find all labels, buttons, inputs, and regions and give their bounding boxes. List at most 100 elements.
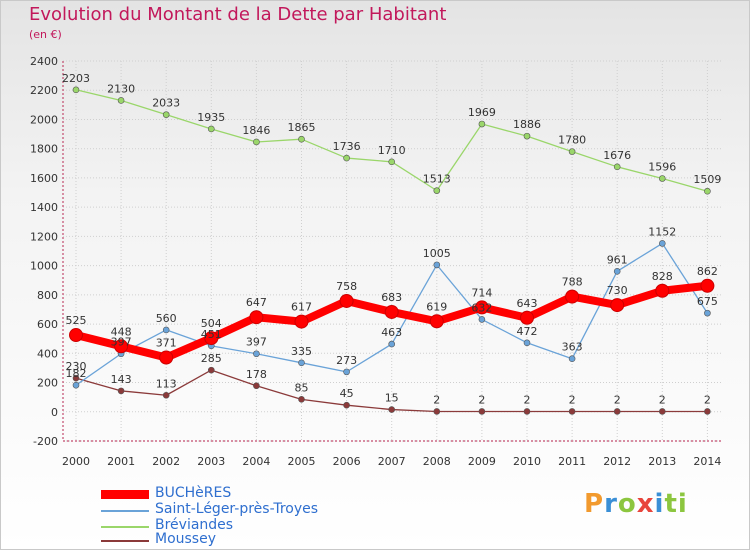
series-2-data-label: 1846 xyxy=(242,124,270,137)
series-0-data-label: 683 xyxy=(381,291,402,304)
series-0-point xyxy=(429,314,444,329)
series-2-point xyxy=(658,175,666,182)
x-tick-label: 2008 xyxy=(423,455,451,468)
series-2-point xyxy=(162,111,170,118)
series-2-data-label: 1935 xyxy=(197,111,225,124)
legend-label-bucheres: BUCHèRES xyxy=(155,485,232,501)
x-tick-label: 2005 xyxy=(288,455,316,468)
series-2-data-label: 1509 xyxy=(693,173,721,186)
series-3-point xyxy=(343,401,350,409)
series-2-point xyxy=(613,163,621,171)
series-1-point xyxy=(343,368,350,376)
series-0-data-label: 617 xyxy=(291,301,312,314)
series-0-data-label: 714 xyxy=(471,286,492,299)
series-0-point xyxy=(249,310,264,325)
series-0-data-label: 504 xyxy=(201,317,222,330)
series-3-data-label: 143 xyxy=(111,373,132,386)
series-1-data-label: 273 xyxy=(336,354,357,367)
series-0-data-label: 862 xyxy=(697,265,718,278)
series-2-point xyxy=(388,158,396,166)
series-1-data-label: 1005 xyxy=(423,247,451,260)
x-tick-label: 2000 xyxy=(62,455,90,468)
y-tick-label: 1600 xyxy=(30,172,58,185)
series-3-point xyxy=(208,366,215,374)
series-2-data-label: 1969 xyxy=(468,106,496,119)
series-0-point xyxy=(204,331,219,346)
series-3-data-label: 230 xyxy=(66,360,87,373)
series-0-point xyxy=(474,300,489,315)
series-1-point xyxy=(253,350,260,358)
series-0-point xyxy=(384,304,399,319)
series-1-data-label: 472 xyxy=(517,325,538,338)
series-1-point xyxy=(298,359,305,367)
series-1-data-label: 335 xyxy=(291,345,312,358)
x-tick-label: 2001 xyxy=(107,455,135,468)
series-0-point xyxy=(700,278,715,293)
series-0-data-label: 647 xyxy=(246,296,267,309)
series-2-data-label: 1736 xyxy=(333,140,361,153)
y-tick-label: 2200 xyxy=(30,84,58,97)
series-2-point xyxy=(253,138,260,146)
series-3-point xyxy=(568,408,576,415)
series-0-data-label: 371 xyxy=(156,337,177,350)
legend-swatch-breviandes xyxy=(101,526,149,528)
series-1-point xyxy=(162,326,170,334)
series-1-point xyxy=(568,355,576,363)
y-tick-label: 1800 xyxy=(30,143,58,156)
series-1-point xyxy=(658,240,666,247)
y-tick-label: 1400 xyxy=(30,201,58,214)
series-3-data-label: 15 xyxy=(385,392,399,405)
series-2-data-label: 1676 xyxy=(603,149,631,162)
x-tick-label: 2009 xyxy=(468,455,496,468)
series-2-point xyxy=(208,125,215,133)
series-2-data-label: 1596 xyxy=(648,161,676,174)
series-3-data-label: 2 xyxy=(704,393,711,406)
series-3-point xyxy=(253,382,260,390)
x-tick-label: 2002 xyxy=(152,455,180,468)
y-tick-label: 800 xyxy=(37,289,58,302)
series-1-data-label: 363 xyxy=(562,341,583,354)
legend-swatch-bucheres xyxy=(101,490,149,499)
series-3-point xyxy=(298,396,305,403)
series-3-data-label: 2 xyxy=(524,393,531,406)
proxiti-logo: Proxiti xyxy=(584,489,688,519)
x-tick-label: 2004 xyxy=(242,455,270,468)
series-3-data-label: 2 xyxy=(614,393,621,406)
series-0-data-label: 619 xyxy=(426,300,447,313)
x-tick-label: 2010 xyxy=(513,455,541,468)
series-3-data-label: 285 xyxy=(201,352,222,365)
series-3-point xyxy=(388,406,396,413)
x-tick-label: 2012 xyxy=(603,455,631,468)
chart-title: Evolution du Montant de la Dette par Hab… xyxy=(29,4,447,25)
series-1-point xyxy=(72,381,80,389)
x-tick-label: 2007 xyxy=(378,455,406,468)
legend-swatch-moussey xyxy=(101,540,149,542)
series-3-data-label: 45 xyxy=(340,387,354,400)
series-1-data-label: 675 xyxy=(697,295,718,308)
y-tick-label: 2000 xyxy=(30,113,58,126)
chart-unit: (en €) xyxy=(29,28,62,41)
series-2-point xyxy=(298,135,305,143)
x-tick-label: 2014 xyxy=(693,455,721,468)
series-2-data-label: 1865 xyxy=(288,121,316,134)
series-3-data-label: 2 xyxy=(478,393,485,406)
series-0-data-label: 788 xyxy=(562,276,583,289)
legend-label-moussey: Moussey xyxy=(155,531,217,547)
series-1-data-label: 397 xyxy=(111,336,132,349)
y-tick-label: -200 xyxy=(33,435,58,448)
y-tick-label: 400 xyxy=(37,347,58,360)
series-1-point xyxy=(704,309,711,317)
series-1-data-label: 397 xyxy=(246,336,267,349)
legend-swatch-saint-leger xyxy=(101,510,149,512)
series-3-data-label: 2 xyxy=(433,393,440,406)
y-tick-label: 1200 xyxy=(30,230,58,243)
series-1-data-label: 451 xyxy=(201,328,222,341)
series-0-data-label: 828 xyxy=(652,270,673,283)
series-2-point xyxy=(568,148,576,155)
series-3-point xyxy=(72,374,80,382)
series-0-data-label: 758 xyxy=(336,280,357,293)
series-0-point xyxy=(565,289,580,304)
series-0-point xyxy=(520,310,534,325)
series-0-point xyxy=(69,328,83,343)
